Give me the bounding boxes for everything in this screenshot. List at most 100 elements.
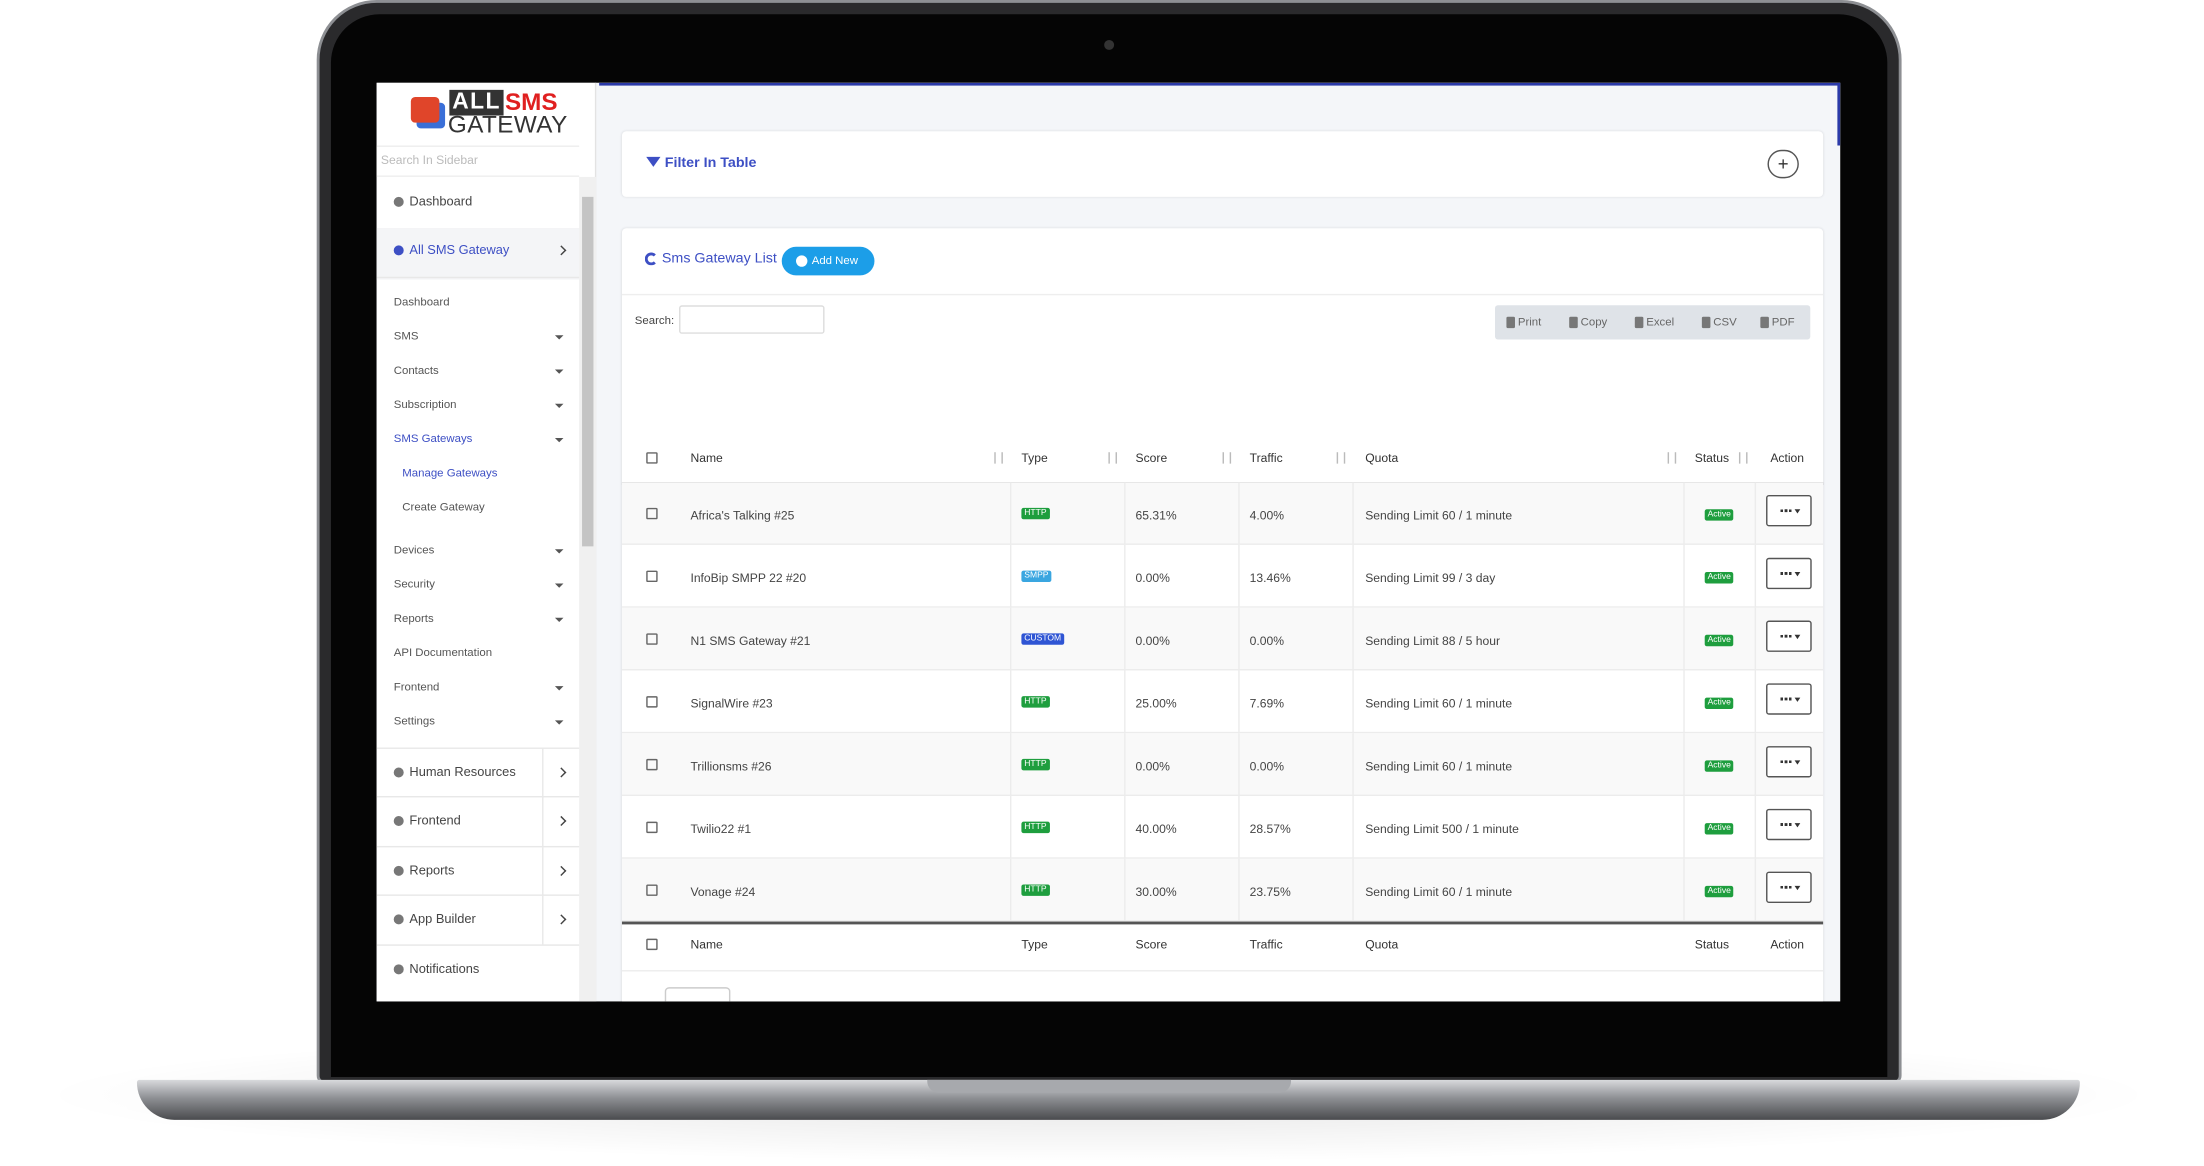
column-header: Name — [690, 450, 723, 466]
export-button[interactable]: Copy — [1580, 315, 1608, 329]
chevron — [556, 767, 567, 778]
checkbox[interactable] — [646, 758, 658, 771]
action-button[interactable] — [1766, 683, 1812, 715]
cell-border — [1124, 796, 1126, 859]
cell-border — [1009, 733, 1012, 797]
action-dots — [1780, 823, 1792, 826]
cell-border — [1352, 544, 1354, 608]
caret — [554, 437, 564, 443]
submenu-item[interactable]: Contacts — [393, 363, 439, 377]
gateway-name: Trillionsms #26 — [690, 758, 772, 774]
action-button[interactable] — [1766, 495, 1812, 527]
status-badge: Active — [1704, 634, 1734, 647]
column-header: Score — [1135, 450, 1168, 466]
menu-item[interactable]: Reports — [409, 863, 455, 878]
top-accent — [599, 82, 1841, 146]
export-group: Print Copy Excel CSV PDF — [1495, 305, 1811, 340]
menu-item[interactable]: App Builder — [409, 911, 476, 926]
submenu-item[interactable]: Subscription — [393, 398, 457, 411]
action-caret — [1794, 823, 1801, 828]
submenu-item[interactable]: Dashboard — [393, 295, 450, 309]
sort-icon — [1222, 452, 1232, 464]
menu-item[interactable]: Frontend — [409, 813, 461, 828]
checkbox[interactable] — [646, 507, 658, 520]
gateway-name: N1 SMS Gateway #21 — [690, 633, 811, 648]
menu-item[interactable]: Human Resources — [409, 764, 516, 779]
column-header: Status — [1694, 450, 1730, 466]
column-header: Type — [1021, 450, 1048, 466]
export-button[interactable]: CSV — [1713, 315, 1737, 329]
cell-border — [1754, 733, 1757, 797]
column-header: Action — [1770, 450, 1805, 466]
quota: Sending Limit 60 / 1 minute — [1365, 884, 1513, 899]
cell-border — [1352, 482, 1354, 545]
checkbox[interactable] — [646, 938, 658, 951]
export-icon — [1760, 316, 1769, 329]
export-button[interactable]: PDF — [1771, 315, 1795, 329]
search-input[interactable] — [679, 305, 825, 334]
cell-border — [1009, 544, 1012, 608]
cell-border — [1683, 733, 1685, 797]
menu-divider — [376, 747, 580, 749]
submenu-item[interactable]: Manage Gateways — [402, 466, 498, 480]
cell-border — [1009, 670, 1012, 734]
export-icon — [1569, 316, 1578, 329]
action-caret — [1794, 634, 1801, 640]
checkbox[interactable] — [646, 696, 658, 708]
checkbox[interactable] — [646, 570, 658, 583]
sidebar-search[interactable]: Search In Sidebar — [376, 145, 580, 177]
submenu-item[interactable]: Create Gateway — [402, 500, 485, 514]
cell-border — [1124, 670, 1126, 734]
menu-item[interactable]: All SMS Gateway — [409, 242, 510, 257]
submenu-item[interactable]: Settings — [393, 714, 435, 728]
cell-border — [1683, 670, 1685, 734]
action-button[interactable] — [1766, 620, 1812, 652]
chevron — [556, 865, 567, 876]
quota: Sending Limit 60 / 1 minute — [1365, 696, 1513, 711]
table-row — [621, 670, 1824, 734]
checkbox[interactable] — [646, 821, 658, 834]
score: 25.00% — [1135, 696, 1177, 711]
caret — [554, 617, 564, 622]
checkbox[interactable] — [646, 884, 658, 896]
menu-item[interactable]: Dashboard — [409, 194, 473, 209]
action-button[interactable] — [1766, 808, 1812, 841]
score: 65.31% — [1135, 507, 1177, 523]
cell-border — [1754, 670, 1757, 734]
cell-border — [1124, 607, 1126, 671]
table-row — [621, 858, 1824, 922]
submenu-item[interactable]: Frontend — [393, 680, 440, 694]
cell-border — [1352, 796, 1354, 859]
filter-icon — [646, 156, 661, 167]
export-button[interactable]: Excel — [1646, 315, 1675, 329]
show-label: Show — [632, 1000, 661, 1001]
caret — [554, 549, 564, 554]
submenu-item[interactable]: SMS Gateways — [393, 432, 473, 446]
action-dots — [1780, 634, 1792, 638]
export-button[interactable]: Print — [1517, 315, 1542, 329]
action-button[interactable] — [1766, 746, 1812, 778]
status-badge: Active — [1704, 885, 1734, 898]
quota: Sending Limit 60 / 1 minute — [1365, 507, 1513, 523]
cell-border — [1683, 796, 1685, 859]
arrow-divider — [542, 797, 544, 846]
action-button[interactable] — [1766, 871, 1812, 903]
cell-border — [1238, 670, 1240, 734]
submenu-item[interactable]: API Documentation — [393, 646, 493, 660]
submenu-item[interactable]: Security — [393, 577, 435, 591]
cell-border — [1009, 482, 1012, 545]
checkbox[interactable] — [646, 633, 658, 645]
filter-title[interactable]: Filter In Table — [664, 155, 757, 172]
page-size-select[interactable]: 25 — [664, 987, 731, 1002]
submenu-item[interactable]: Devices — [393, 543, 435, 557]
action-button[interactable] — [1766, 557, 1812, 590]
quota: Sending Limit 500 / 1 minute — [1365, 821, 1519, 836]
filter-toggle[interactable]: + — [1767, 149, 1799, 179]
checkbox[interactable] — [646, 452, 658, 464]
cell-border — [1754, 544, 1757, 608]
menu-item[interactable]: Notifications — [409, 961, 480, 976]
menu-divider — [376, 845, 580, 848]
caret — [554, 686, 564, 691]
submenu-item[interactable]: Reports — [393, 611, 434, 625]
submenu-item[interactable]: SMS — [393, 329, 419, 343]
